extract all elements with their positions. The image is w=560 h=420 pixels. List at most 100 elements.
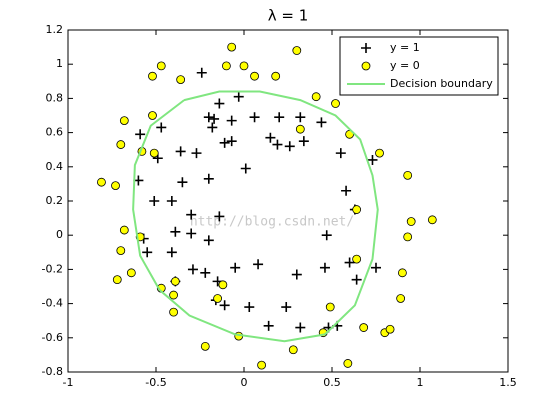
circle-marker (119, 116, 129, 126)
chart-title: λ = 1 (268, 7, 309, 25)
circle-marker (352, 254, 362, 264)
plus-marker (200, 267, 211, 278)
circle-marker (169, 290, 179, 300)
x-tick-label: -0.5 (145, 376, 166, 389)
circle-marker (176, 75, 186, 84)
circle-marker (213, 294, 223, 303)
circle-marker (331, 99, 340, 108)
legend-label: y = 0 (390, 59, 420, 72)
y-tick-label: 0 (56, 228, 63, 241)
circle-marker (116, 246, 126, 255)
y-tick-label: -0.6 (42, 331, 63, 344)
plus-marker (291, 269, 302, 280)
circle-marker (257, 360, 267, 370)
plus-marker (316, 117, 327, 128)
watermark: http://blog.csdn.net/ (190, 215, 354, 230)
circle-marker (311, 92, 321, 102)
plus-marker (249, 112, 260, 123)
plus-marker (263, 320, 274, 331)
circle-marker (119, 225, 129, 235)
plus-marker (240, 163, 251, 174)
plus-marker (209, 113, 220, 124)
circle-marker (403, 232, 413, 242)
y-tick-label: -0.8 (42, 365, 63, 378)
y-tick-label: 1.2 (46, 23, 64, 36)
plus-marker (233, 91, 244, 102)
plus-marker (166, 247, 177, 258)
plus-marker (230, 262, 241, 273)
plus-marker (367, 154, 378, 165)
y-tick-label: 1 (56, 57, 63, 70)
plus-marker (344, 257, 355, 268)
y-tick-label: -0.4 (42, 297, 63, 310)
circle-marker (200, 341, 210, 351)
circle-marker (149, 148, 159, 158)
plus-marker (135, 129, 146, 140)
circle-marker (170, 276, 180, 286)
decision-boundary (132, 90, 379, 343)
circle-marker (116, 140, 126, 149)
circle-marker (250, 71, 259, 81)
plus-marker (203, 112, 214, 123)
plus-marker (253, 259, 264, 270)
y-tick-label: 0.6 (46, 126, 64, 139)
circle-marker (227, 42, 237, 52)
circle-marker (218, 280, 228, 290)
x-tick-label: 0 (241, 376, 248, 389)
plus-marker (226, 136, 237, 147)
x-tick-label: 1.5 (499, 376, 517, 389)
circle-marker (359, 323, 369, 332)
y-tick-label: 0.8 (46, 91, 64, 104)
circle-marker (239, 61, 249, 71)
circle-marker (148, 71, 157, 81)
circle-marker (343, 359, 353, 368)
legend: y = 1 y = 0 Decision boundary (339, 36, 499, 96)
plus-marker (361, 43, 371, 53)
plus-marker (214, 211, 225, 222)
plus-marker (351, 274, 362, 285)
circle-marker (221, 61, 231, 71)
plus-marker (335, 148, 346, 159)
plus-marker (170, 226, 181, 237)
legend-label: y = 1 (390, 41, 420, 54)
legend-label: Decision boundary (390, 77, 493, 90)
circle-marker (126, 268, 136, 278)
plus-marker (244, 302, 255, 313)
circle-marker (325, 302, 335, 312)
plus-marker (175, 146, 186, 157)
circle-marker (403, 170, 413, 180)
y-tick-label: -0.2 (42, 262, 63, 275)
circle-marker (169, 307, 179, 317)
plus-marker (226, 115, 237, 126)
plus-marker (196, 67, 207, 78)
circle-marker (271, 71, 281, 81)
circle-marker (361, 61, 371, 71)
circle-marker (292, 46, 302, 55)
plus-marker (186, 209, 197, 220)
plus-marker (219, 300, 230, 311)
plus-marker (203, 173, 214, 184)
plus-marker (191, 148, 202, 159)
x-tick-label: -1 (63, 376, 74, 389)
plus-marker (295, 112, 306, 123)
plus-marker (149, 196, 160, 206)
plus-marker (298, 136, 309, 147)
circle-marker (375, 148, 384, 158)
circle-marker (385, 324, 395, 334)
x-tick-label: 0.5 (323, 376, 341, 389)
plus-marker (156, 122, 167, 133)
circle-marker (352, 205, 362, 214)
circle-marker (295, 124, 305, 134)
circle-marker (97, 177, 106, 187)
plus-marker (371, 262, 381, 273)
circle-marker (156, 61, 166, 71)
plus-marker (203, 235, 214, 246)
circle-marker (112, 275, 122, 285)
plus-marker (142, 247, 153, 258)
circle-marker (111, 181, 120, 191)
plus-marker (274, 112, 285, 123)
plus-marker (219, 137, 230, 148)
circle-marker (427, 215, 437, 225)
circle-marker (406, 217, 416, 226)
